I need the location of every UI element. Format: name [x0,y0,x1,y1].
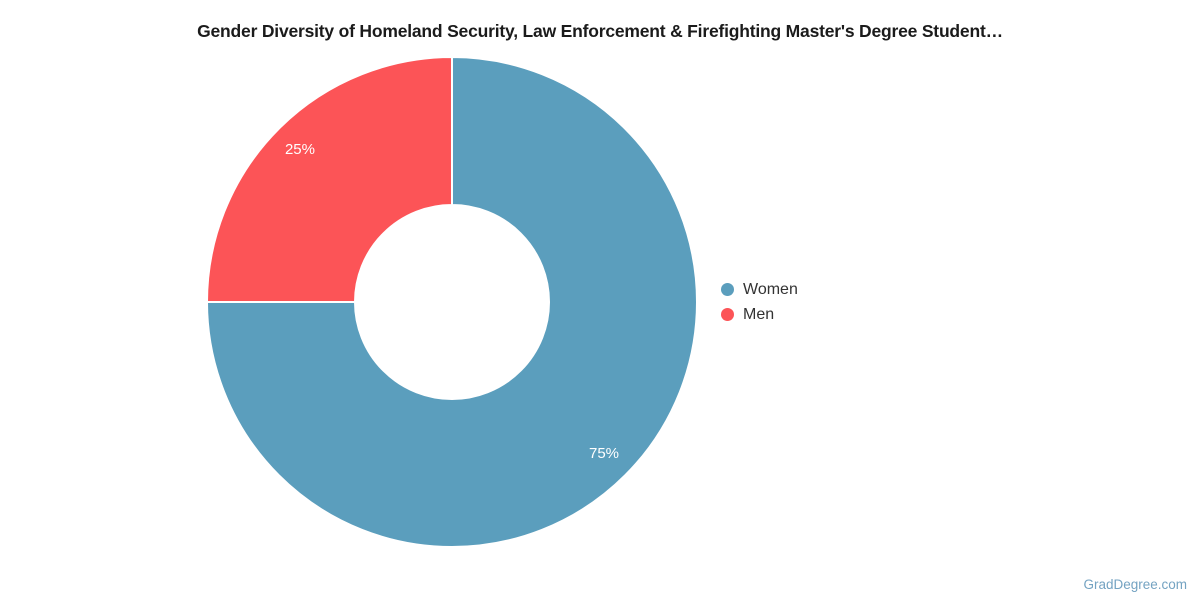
legend-item-men[interactable]: Men [721,304,798,325]
legend: Women Men [721,279,798,325]
slice-label-women: 75% [589,445,619,462]
watermark-link[interactable]: GradDegree.com [1083,577,1187,592]
pie-slice-men[interactable] [206,56,453,303]
slice-label-men: 25% [285,141,315,158]
circle-icon [721,283,734,296]
legend-label: Men [743,305,775,323]
pie-slice-women[interactable] [206,56,698,548]
legend-label: Women [743,280,798,298]
legend-item-women[interactable]: Women [721,279,798,300]
chart-title: Gender Diversity of Homeland Security, L… [197,21,1003,41]
circle-icon [721,308,734,321]
